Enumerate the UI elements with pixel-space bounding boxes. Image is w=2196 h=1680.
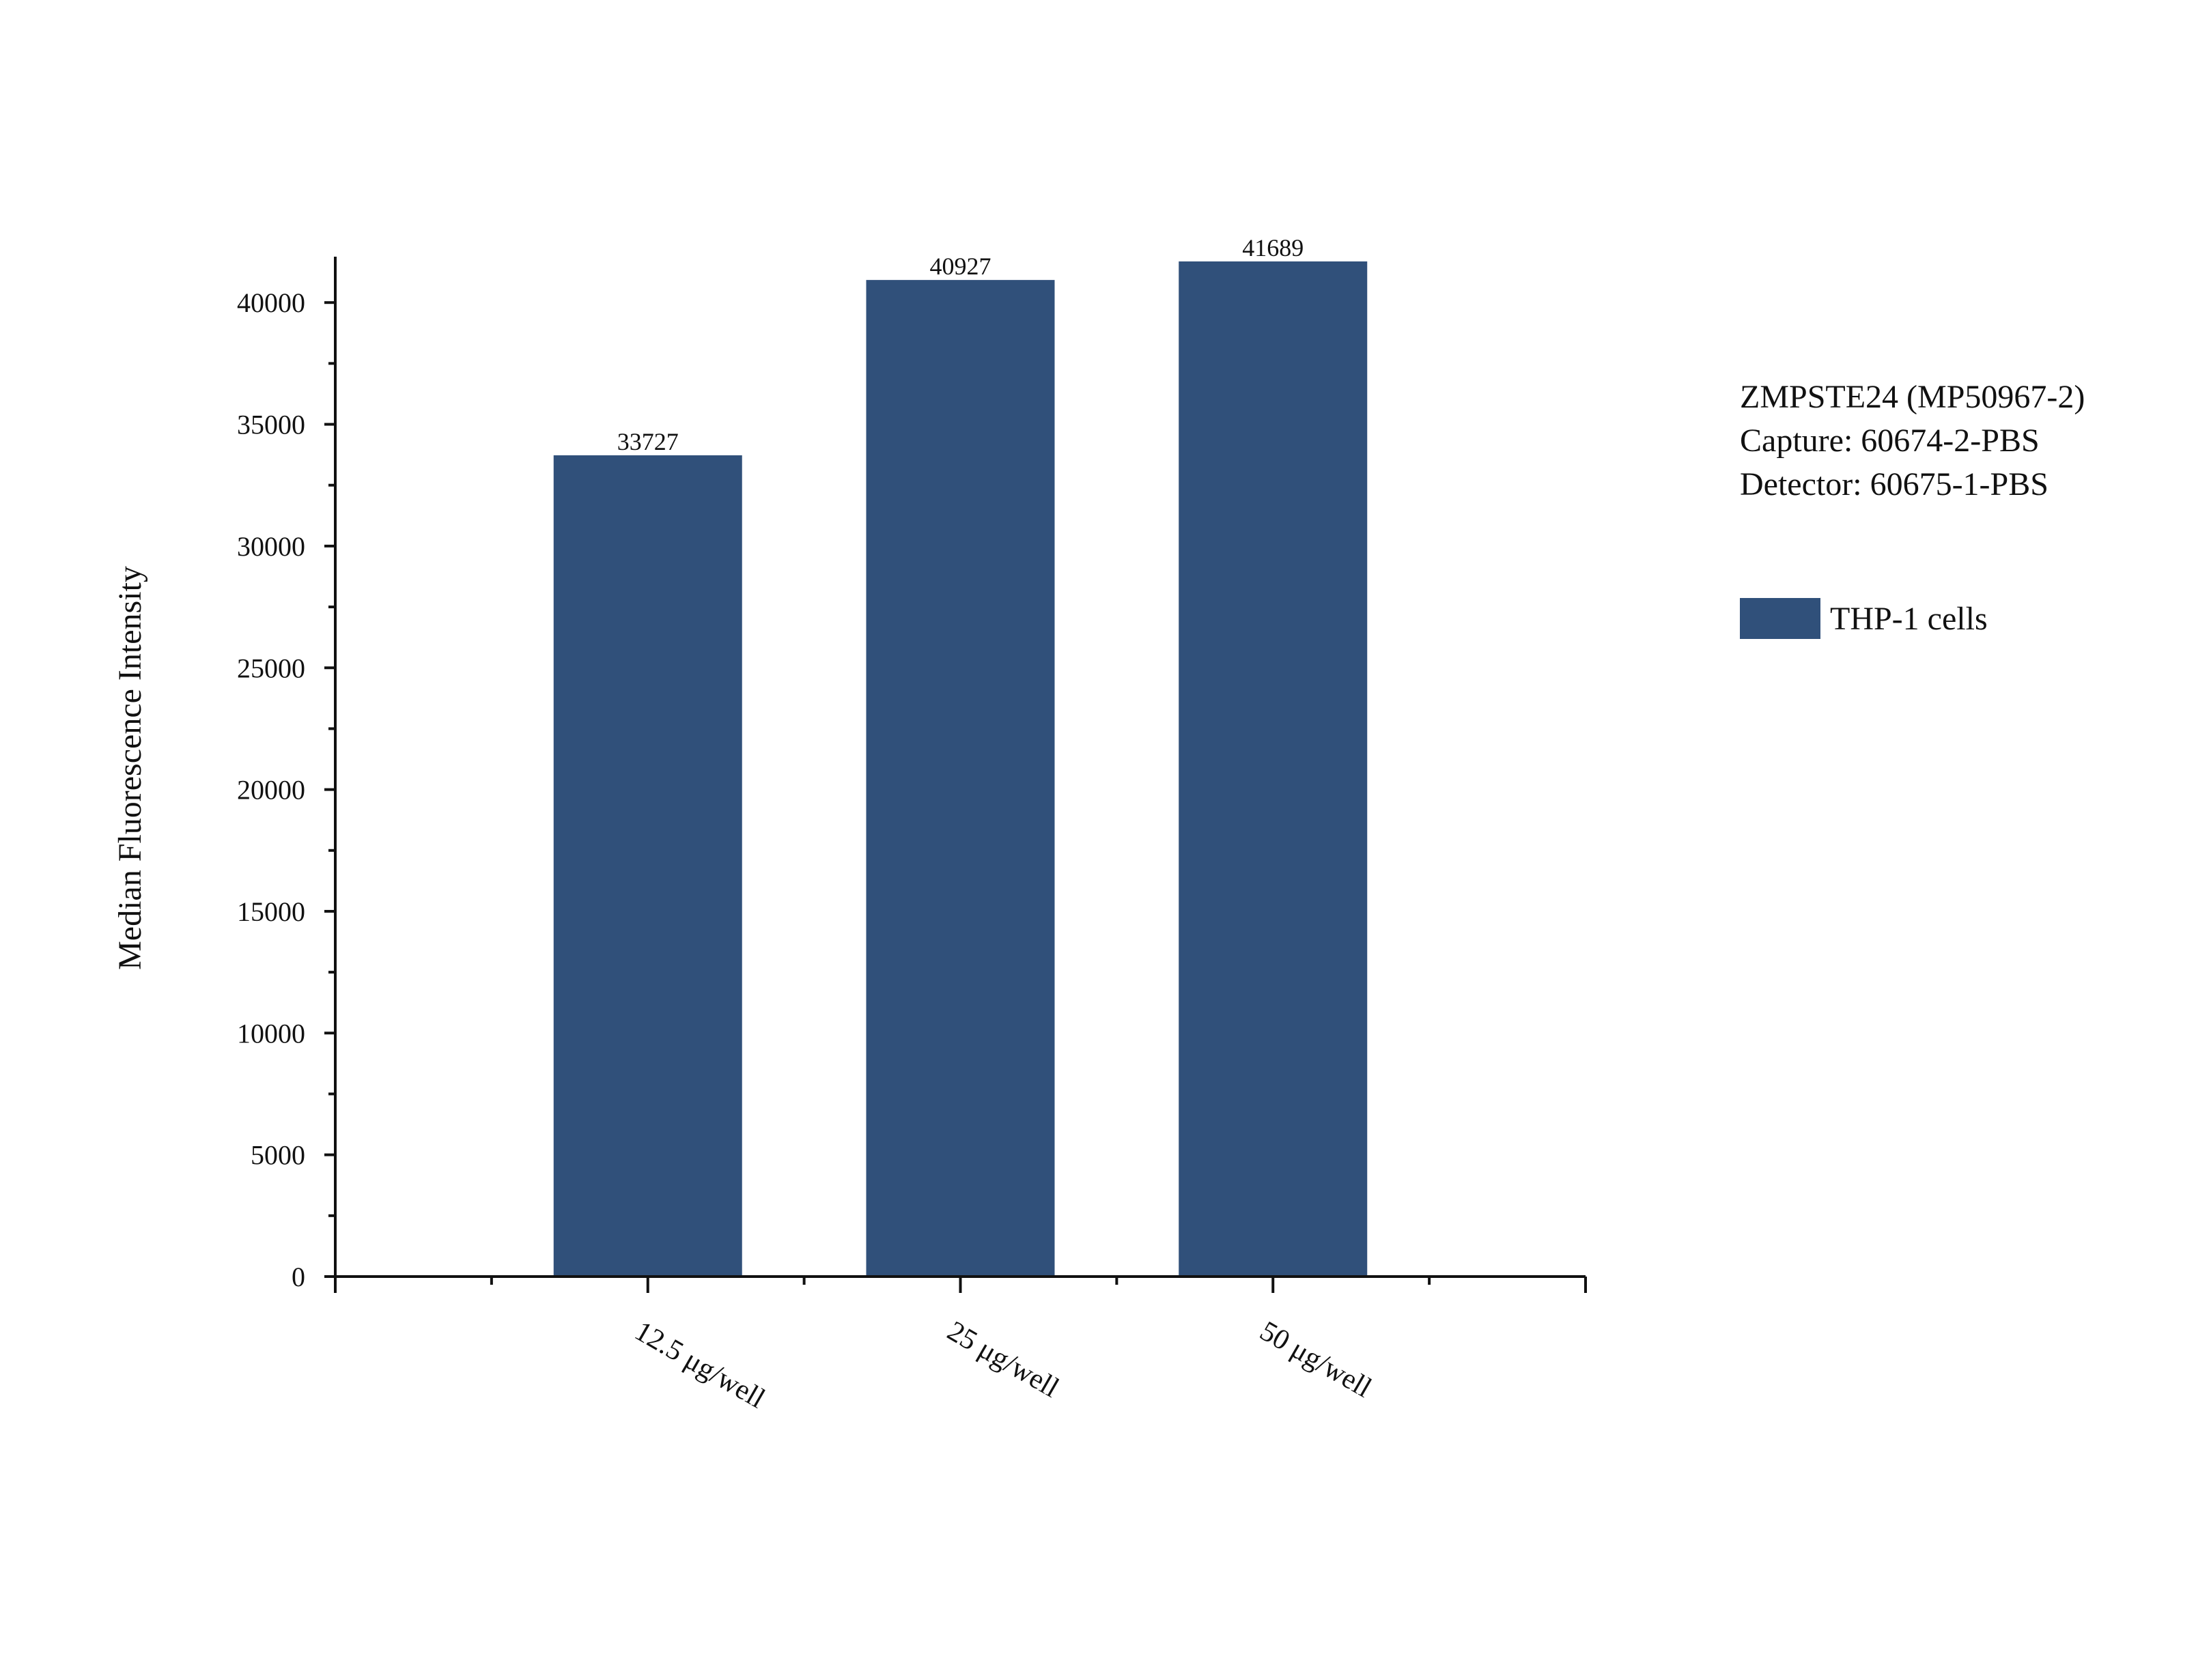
x-category-label: 50 μg/well	[1254, 1315, 1377, 1404]
bar-value-label: 33727	[617, 428, 679, 455]
y-axis-title: Median Fluorescence Intensity	[112, 566, 148, 970]
y-tick-label: 15000	[237, 896, 305, 927]
bar	[866, 280, 1055, 1277]
bar-value-label: 41689	[1242, 234, 1304, 261]
bar	[553, 455, 742, 1277]
y-tick-label: 35000	[237, 410, 305, 440]
chart-annotation: ZMPSTE24 (MP50967-2) Capture: 60674-2-PB…	[1740, 375, 2085, 507]
y-tick-label: 40000	[237, 287, 305, 318]
legend-label: THP-1 cells	[1830, 600, 1988, 637]
legend-swatch	[1740, 598, 1820, 639]
y-tick-label: 20000	[237, 775, 305, 806]
annotation-line-capture: Capture: 60674-2-PBS	[1740, 423, 2040, 459]
x-ticks-group	[334, 1277, 1587, 1293]
bars-group	[553, 261, 1368, 1277]
x-category-label: 25 μg/well	[942, 1315, 1065, 1404]
y-tick-label: 5000	[251, 1140, 305, 1171]
annotation-line-target: ZMPSTE24 (MP50967-2)	[1740, 379, 2085, 415]
annotation-line-detector: Detector: 60675-1-PBS	[1740, 466, 2049, 502]
y-tick-label: 0	[292, 1262, 305, 1292]
y-tick-label: 30000	[237, 531, 305, 562]
bar-value-label: 40927	[930, 253, 991, 280]
y-ticks-group: 0 5000 10000 15000 20000 25000 30000 35000 40000	[237, 287, 335, 1292]
y-tick-label: 10000	[237, 1018, 305, 1049]
legend: THP-1 cells	[1740, 598, 1988, 639]
y-tick-label: 25000	[237, 653, 305, 683]
x-category-label: 12.5 μg/well	[630, 1315, 770, 1415]
bar	[1179, 261, 1368, 1277]
